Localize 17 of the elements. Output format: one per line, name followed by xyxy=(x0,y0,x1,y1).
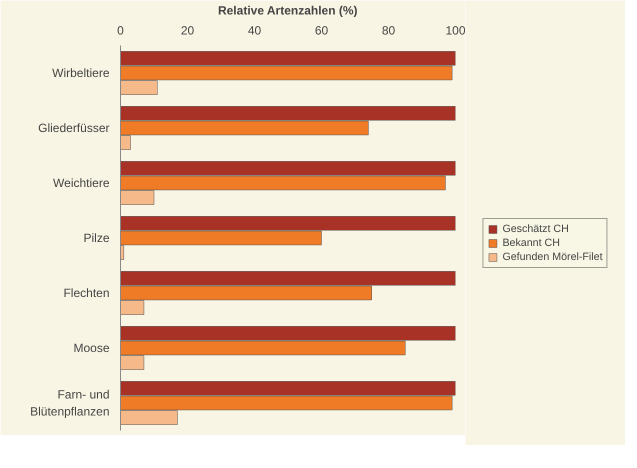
y-tick-label: Gliederfüsser xyxy=(38,121,110,135)
x-tick-label: 80 xyxy=(382,24,396,38)
y-tick-label: Moose xyxy=(73,341,110,355)
x-tick-label: 0 xyxy=(117,24,124,38)
legend-label: Gefunden Mörel-Filet xyxy=(502,250,603,262)
y-tick-label: Wirbeltiere xyxy=(52,66,110,80)
y-tick-label: Pilze xyxy=(83,231,110,245)
y-tick-label: Farn- und Blütenpflanzen xyxy=(30,388,110,418)
x-tick-label: 100 xyxy=(445,24,466,38)
legend-label: Geschätzt CH xyxy=(502,222,569,234)
x-tick-label: 40 xyxy=(248,24,262,38)
legend-label: Bekannt CH xyxy=(502,236,560,248)
x-tick-label: 20 xyxy=(180,24,194,38)
x-tick-label: 60 xyxy=(314,24,328,38)
x-axis-title: Relative Artenzahlen (%) xyxy=(218,4,358,18)
y-tick-label: Weichtiere xyxy=(53,176,110,190)
y-tick-label: Flechten xyxy=(63,286,110,300)
